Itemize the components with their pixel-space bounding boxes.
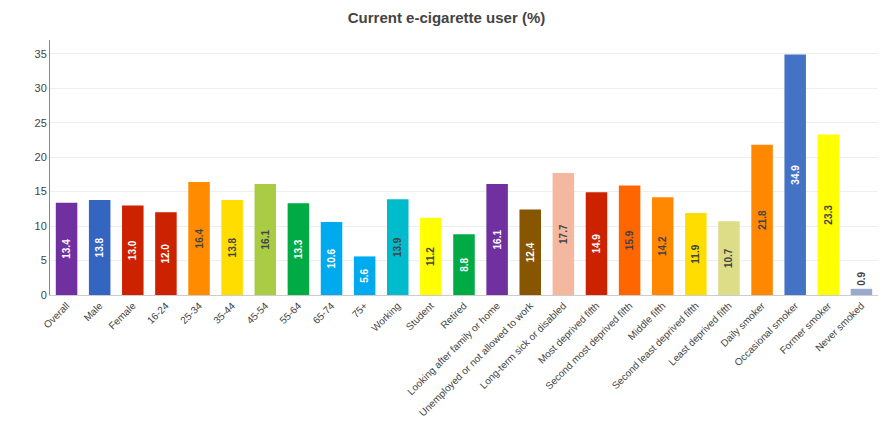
svg-text:Looking after family or home: Looking after family or home [405, 300, 502, 397]
svg-text:12.4: 12.4 [525, 242, 536, 262]
svg-text:Unemployed or not allowed to w: Unemployed or not allowed to work [417, 299, 536, 418]
svg-text:13.4: 13.4 [61, 239, 72, 259]
svg-text:75+: 75+ [350, 300, 370, 320]
svg-text:0.9: 0.9 [856, 271, 867, 285]
svg-text:35: 35 [35, 48, 47, 60]
svg-text:13.8: 13.8 [227, 237, 238, 257]
svg-text:16.4: 16.4 [194, 229, 205, 249]
svg-text:10: 10 [35, 220, 47, 232]
svg-text:17.7: 17.7 [558, 224, 569, 244]
svg-text:45-54: 45-54 [244, 300, 270, 326]
svg-text:11.2: 11.2 [425, 247, 436, 266]
svg-text:8.8: 8.8 [459, 258, 470, 272]
svg-text:21.8: 21.8 [757, 210, 768, 230]
svg-text:13.8: 13.8 [94, 237, 105, 257]
svg-text:Second least deprived fifth: Second least deprived fifth [610, 300, 701, 391]
svg-text:Retired: Retired [438, 300, 469, 331]
svg-text:Least deprived fifth: Least deprived fifth [666, 300, 734, 368]
svg-text:16-24: 16-24 [145, 300, 171, 326]
svg-text:13.0: 13.0 [127, 240, 138, 260]
svg-text:Middle fifth: Middle fifth [626, 300, 668, 342]
svg-text:Female: Female [106, 300, 138, 332]
svg-text:Overall: Overall [41, 300, 71, 330]
svg-text:12.0: 12.0 [160, 244, 171, 264]
svg-text:Occasional smoker: Occasional smoker [732, 300, 800, 368]
svg-text:Second most deprived fifth: Second most deprived fifth [543, 300, 635, 392]
svg-text:Working: Working [369, 300, 403, 334]
svg-text:30: 30 [35, 82, 47, 94]
svg-text:11.9: 11.9 [690, 244, 701, 263]
svg-text:Former smoker: Former smoker [778, 300, 834, 356]
svg-text:Never smoked: Never smoked [813, 300, 866, 353]
svg-text:34.9: 34.9 [790, 165, 801, 185]
svg-text:13.3: 13.3 [293, 239, 304, 259]
svg-text:16.1: 16.1 [260, 230, 271, 250]
svg-text:Male: Male [82, 300, 105, 323]
svg-text:16.1: 16.1 [492, 230, 503, 250]
svg-text:55-64: 55-64 [277, 300, 303, 326]
svg-text:35-44: 35-44 [211, 300, 237, 326]
svg-text:15: 15 [35, 185, 47, 197]
svg-text:13.9: 13.9 [392, 237, 403, 257]
svg-text:25: 25 [35, 117, 47, 129]
svg-text:10.7: 10.7 [723, 248, 734, 268]
svg-text:Student: Student [404, 300, 436, 332]
svg-text:Daily smoker: Daily smoker [718, 300, 767, 349]
svg-text:14.9: 14.9 [591, 234, 602, 254]
svg-text:15.9: 15.9 [624, 230, 635, 250]
svg-text:14.2: 14.2 [657, 236, 668, 256]
svg-text:10.6: 10.6 [326, 249, 337, 269]
svg-text:5: 5 [41, 254, 47, 266]
svg-text:0: 0 [41, 289, 47, 301]
svg-text:20: 20 [35, 151, 47, 163]
svg-text:23.3: 23.3 [823, 205, 834, 225]
svg-text:65-74: 65-74 [311, 300, 337, 326]
svg-text:5.6: 5.6 [359, 269, 370, 283]
svg-text:Current e-cigarette user (%): Current e-cigarette user (%) [348, 9, 546, 26]
svg-text:25-34: 25-34 [178, 300, 204, 326]
svg-text:Most deprived fifth: Most deprived fifth [536, 300, 602, 366]
svg-text:Long-term sick or disabled: Long-term sick or disabled [478, 300, 569, 391]
